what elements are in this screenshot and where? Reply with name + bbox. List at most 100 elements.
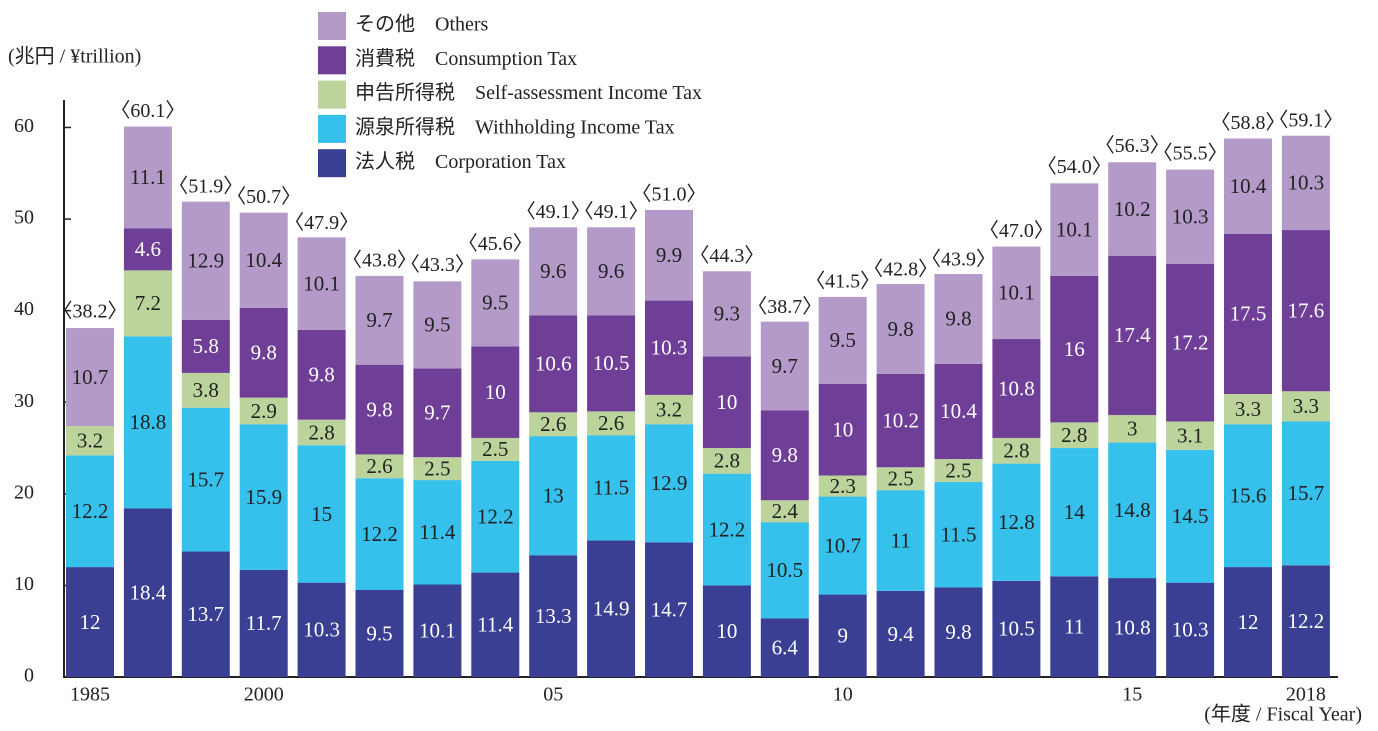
x-tick-label: 2018 xyxy=(1286,684,1326,706)
data-label: 14.8 xyxy=(1114,498,1151,522)
bar-segment xyxy=(66,567,114,677)
bar-segment xyxy=(297,582,346,677)
bar-segment xyxy=(934,459,983,482)
legend-label: その他 Others xyxy=(355,13,489,36)
bar-segment xyxy=(876,490,925,591)
bar-segment xyxy=(181,201,230,320)
data-label: 7.2 xyxy=(135,291,161,315)
bar-segment xyxy=(529,436,578,556)
bar-segment xyxy=(1050,422,1099,449)
total-label: 〈50.7〉 xyxy=(226,186,301,208)
total-label: 〈42.8〉 xyxy=(863,259,938,281)
bar-segment xyxy=(1166,169,1215,264)
y-tick-label: 60 xyxy=(14,115,34,137)
data-label: 9 xyxy=(837,624,848,648)
x-axis-label: (年度 / Fiscal Year) xyxy=(1204,703,1362,726)
bar-segment xyxy=(413,457,462,481)
total-label: 〈43.9〉 xyxy=(921,249,996,271)
bar-segment xyxy=(702,473,751,586)
data-label: 14.9 xyxy=(593,597,630,621)
data-label: 18.4 xyxy=(130,581,167,605)
y-tick-label: 40 xyxy=(14,298,34,320)
bar-segment xyxy=(181,407,230,552)
bar-segment xyxy=(471,572,520,677)
data-label: 2.3 xyxy=(830,474,856,498)
bar-segment xyxy=(818,475,867,497)
data-label: 12.2 xyxy=(72,499,109,523)
bar-segment xyxy=(934,363,983,460)
legend-label: 申告所得税 Self-assessment Income Tax xyxy=(355,81,702,104)
data-label: 9.8 xyxy=(772,443,798,467)
data-label: 10 xyxy=(832,418,853,442)
total-label: 〈59.1〉 xyxy=(1268,109,1343,131)
bar-segment xyxy=(760,321,809,411)
data-label: 6.4 xyxy=(772,636,799,660)
bar-segment xyxy=(1224,233,1272,394)
bar-segment xyxy=(1166,449,1215,583)
bar-segment xyxy=(123,336,172,509)
legend-swatch xyxy=(318,149,346,178)
data-label: 2.6 xyxy=(598,411,624,435)
data-label: 9.8 xyxy=(366,397,392,421)
data-label: 3.2 xyxy=(77,429,103,453)
data-label: 10 xyxy=(716,619,737,643)
bar-segment xyxy=(645,542,693,677)
bar-segment xyxy=(413,480,462,585)
data-label: 10.1 xyxy=(419,619,456,643)
data-label: 9.5 xyxy=(366,621,392,645)
data-label: 10.8 xyxy=(1114,615,1151,639)
bar-segment xyxy=(1281,230,1330,392)
data-label: 11.5 xyxy=(593,476,629,500)
bar-segment xyxy=(645,424,693,543)
total-label: 〈49.1〉 xyxy=(516,201,591,223)
data-label: 9.4 xyxy=(887,622,914,646)
data-label: 9.3 xyxy=(714,302,740,326)
total-label: 〈51.9〉 xyxy=(168,175,243,197)
data-label: 10.4 xyxy=(245,248,282,272)
data-label: 16 xyxy=(1064,337,1085,361)
data-label: 15.9 xyxy=(245,485,282,509)
bar-segment xyxy=(587,227,636,316)
bar-segment xyxy=(1108,162,1157,256)
bar-segment xyxy=(587,315,636,412)
data-label: 2.8 xyxy=(1061,423,1087,447)
data-label: 12.2 xyxy=(361,522,398,546)
total-label: 〈49.1〉 xyxy=(574,201,649,223)
bar-segment xyxy=(355,364,404,455)
bar-segment xyxy=(1166,263,1215,422)
bar-segment xyxy=(1108,415,1157,443)
bar-segment xyxy=(181,372,230,408)
data-label: 11.5 xyxy=(941,522,977,546)
bar-segment xyxy=(471,460,520,573)
bar-segment xyxy=(1050,448,1099,577)
data-label: 9.5 xyxy=(482,291,508,315)
bar-segment xyxy=(1224,424,1272,568)
bar-segment xyxy=(760,410,809,501)
data-label: 10.3 xyxy=(1288,171,1325,195)
bar-segment xyxy=(645,209,693,301)
data-label: 2.8 xyxy=(308,420,334,444)
legend-label: 法人税 Corporation Tax xyxy=(355,150,566,173)
bar-segment xyxy=(1281,421,1330,566)
legend-swatch xyxy=(318,80,346,109)
bar-segment xyxy=(702,585,751,677)
bar-segment xyxy=(529,315,578,413)
bar-segment xyxy=(123,126,172,229)
bar-segment xyxy=(934,587,983,677)
data-label: 9.9 xyxy=(656,243,682,267)
data-label: 15.7 xyxy=(1288,481,1325,505)
bar-segment xyxy=(702,448,751,474)
bar-segment xyxy=(876,590,925,677)
bar-segment xyxy=(297,445,346,583)
data-label: 10.1 xyxy=(303,271,340,295)
data-label: 10.3 xyxy=(1172,205,1209,229)
data-label: 13 xyxy=(543,483,564,507)
y-tick-label: 20 xyxy=(14,481,34,503)
total-label: 〈38.7〉 xyxy=(747,296,822,318)
data-label: 2.9 xyxy=(251,399,277,423)
bar-segment xyxy=(876,373,925,468)
bar-segment xyxy=(297,237,346,330)
bar-segment xyxy=(645,300,693,395)
bar-segment xyxy=(1108,442,1157,579)
